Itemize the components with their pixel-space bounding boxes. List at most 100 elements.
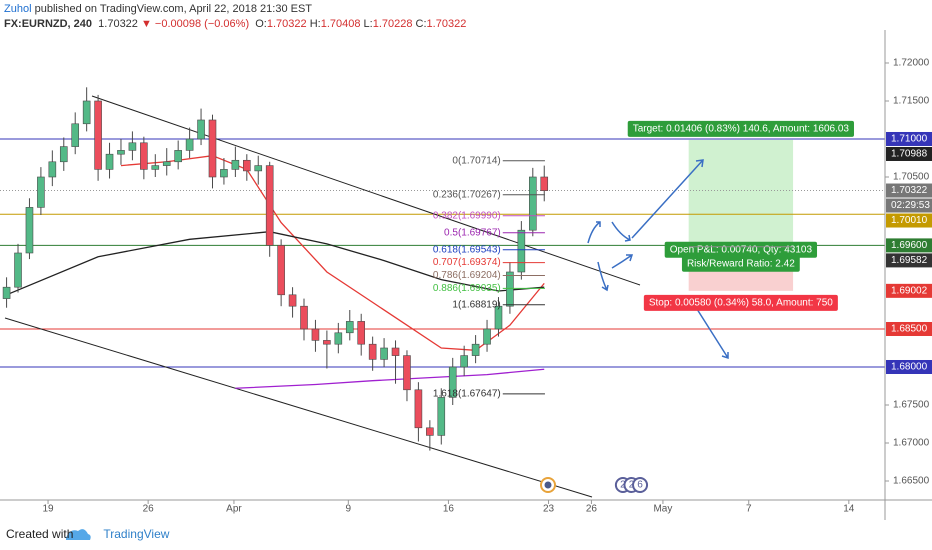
logo-cloud (66, 529, 91, 540)
candle-body (140, 142, 148, 170)
y-tick-label: 1.67000 (893, 438, 930, 449)
price-label-box (886, 213, 932, 228)
target-label: Target: 0.01406 (0.83%) 140.6, Amount: 1… (633, 124, 850, 135)
candle-body (220, 169, 228, 178)
arrow (631, 159, 704, 239)
trend-line (91, 95, 641, 286)
symbol: FX:EURNZD, 240 (4, 18, 93, 30)
fib-label: 0.236(1.70267) (433, 189, 501, 200)
event-icon[interactable] (632, 477, 649, 493)
candle-body (380, 347, 388, 360)
stop-label-box (643, 294, 838, 311)
price-label: 1.69600 (891, 240, 928, 251)
arrow (611, 221, 631, 242)
fib-label: 0(1.70714) (452, 155, 500, 166)
ohlc-key: H: (309, 18, 321, 30)
target-zone (688, 139, 794, 247)
header: Zuhol published on TradingView.com, Apri… (4, 2, 466, 32)
x-tick-label: 9 (346, 504, 352, 515)
candle-body (414, 389, 423, 429)
fib-label: 0.618(1.69543) (433, 244, 501, 255)
price-label-box (886, 283, 932, 298)
x-tick-label: 26 (143, 504, 155, 515)
candle-body (254, 165, 263, 172)
candle-body (117, 150, 125, 155)
candle-body (174, 150, 182, 163)
x-tick-label: 23 (543, 504, 555, 515)
candle-body (243, 159, 251, 172)
price-label-box (886, 253, 932, 268)
candle-body (323, 340, 331, 345)
pnl-label-box (664, 241, 818, 258)
x-tick-label: May (653, 504, 672, 515)
drawings (4, 95, 729, 498)
price-label: 1.70988 (891, 149, 928, 160)
candle-body (128, 142, 137, 151)
price-label-box (886, 238, 932, 253)
ratio-label: Risk/Reward Ratio: 2.42 (687, 258, 795, 269)
price-label: 1.70322 (891, 185, 928, 196)
candle-body (94, 100, 102, 170)
candle-body (517, 229, 526, 273)
moving-average (6, 231, 545, 296)
event-icon-dot (544, 481, 552, 489)
candle-body (82, 100, 91, 125)
candle-body (357, 321, 366, 345)
x-tick-label: 7 (746, 504, 752, 515)
candle-body (334, 332, 343, 345)
fib-label: 0.786(1.69204) (433, 270, 501, 281)
symbol-line: FX:EURNZD, 240 1.70322 ▼ −0.00098 (−0.06… (4, 17, 466, 32)
arrow (611, 254, 634, 269)
candle-body (311, 328, 320, 341)
fib-label: 0.382(1.69990) (433, 210, 501, 221)
brand[interactable]: TradingView (103, 527, 170, 541)
moving-average (120, 155, 545, 351)
ohlc-key: C: (415, 18, 427, 30)
price-label: 1.68500 (891, 324, 928, 335)
ratio-label-box (681, 255, 800, 272)
y-tick-label: 1.70500 (893, 172, 930, 183)
candle-body (37, 176, 45, 208)
price-label: 1.70010 (891, 215, 928, 226)
candle-body (288, 294, 297, 307)
candle-body (403, 355, 411, 391)
candle-body (71, 123, 80, 147)
event-count: 2 (629, 480, 635, 491)
price-label: 1.69002 (891, 285, 928, 296)
ohlc-value: 1.70322 (426, 18, 467, 30)
price-label-box (886, 359, 932, 374)
candle-body (494, 305, 503, 330)
candle-body (25, 207, 34, 254)
candle-body (540, 176, 549, 191)
candle-body (483, 328, 491, 345)
ohlc-value: 1.70228 (372, 18, 413, 30)
price-label-box (886, 146, 932, 161)
price-label: 1.69582 (891, 255, 928, 266)
candle-body (208, 119, 217, 178)
arrow (587, 221, 601, 244)
candle-body (14, 252, 22, 288)
x-tick-label: Apr (226, 504, 242, 515)
pnl-label: Open P&L: 0.00740, Qty: 43103 (670, 244, 813, 255)
fib-label: 0.707(1.69374) (433, 257, 501, 268)
author: Zuhol (4, 3, 32, 15)
publish-line: Zuhol published on TradingView.com, Apri… (4, 2, 466, 17)
trend-line (4, 317, 593, 498)
candle-body (448, 366, 457, 398)
candle-body (391, 347, 400, 356)
candle-body (59, 146, 68, 163)
price-label-box (886, 131, 932, 146)
target-label-box (627, 120, 854, 137)
fib-label: 1.618(1.67647) (433, 388, 501, 399)
candle-body (151, 165, 160, 170)
x-tick-label: 16 (443, 504, 455, 515)
arrow (597, 261, 609, 292)
price-label: 02:29:53 (891, 200, 930, 211)
ohlc-value: 1.70408 (320, 18, 361, 30)
projection-arrows (587, 159, 729, 360)
candle-body (2, 286, 11, 299)
fib-label: 0.886(1.69035) (433, 283, 501, 294)
fib-label: 1(1.68819) (452, 299, 500, 310)
